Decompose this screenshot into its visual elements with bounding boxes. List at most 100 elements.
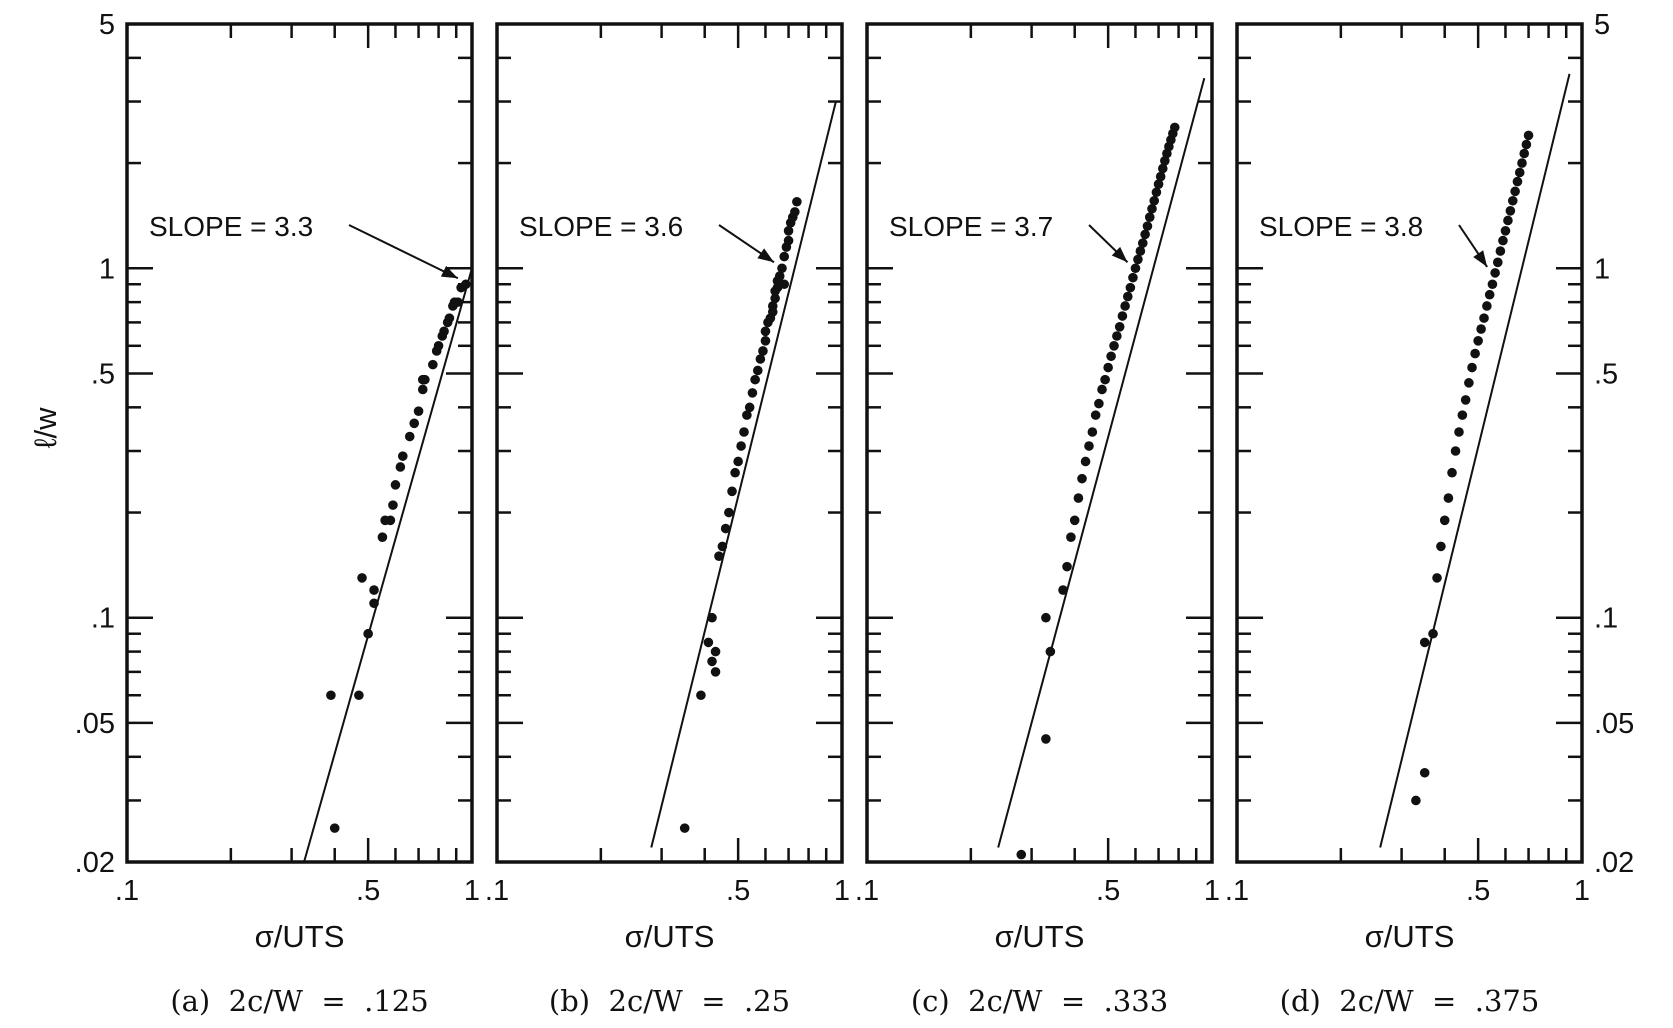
data-point	[739, 427, 749, 437]
data-point	[369, 585, 379, 595]
data-point	[1454, 427, 1464, 437]
data-point	[1492, 257, 1503, 268]
data-point	[1120, 301, 1130, 311]
data-point	[1151, 187, 1162, 198]
data-point	[413, 406, 424, 416]
y-tick-label: .5	[91, 358, 115, 390]
data-point	[1500, 226, 1511, 236]
data-point	[744, 402, 755, 413]
data-point	[420, 374, 430, 385]
data-point	[727, 486, 737, 497]
data-point	[710, 646, 721, 657]
plot-frame	[1235, 22, 1584, 864]
data-point	[1114, 321, 1125, 332]
x-tick-label: .5	[356, 875, 380, 907]
fit-line	[650, 101, 837, 848]
plot-frame	[125, 22, 474, 864]
data-point	[1147, 203, 1157, 214]
panel-caption: (a) 2c/W = .125	[170, 984, 428, 1018]
data-point	[1460, 395, 1471, 405]
data-point	[404, 431, 415, 442]
data-point	[1519, 148, 1530, 159]
x-tick-label: 1	[834, 875, 850, 907]
data-point	[354, 690, 364, 701]
y-tick-label: .02	[1594, 847, 1634, 879]
data-point	[1523, 130, 1534, 141]
data-point	[1447, 467, 1457, 478]
data-point	[1411, 795, 1421, 806]
data-point	[1137, 238, 1148, 248]
x-axis-label: σ/UTS	[625, 919, 715, 954]
arrow-head	[1473, 250, 1488, 267]
data-point	[1479, 313, 1489, 323]
panel-caption: (d) 2c/W = .375	[1280, 984, 1540, 1018]
data-point	[1470, 348, 1480, 359]
data-point	[1135, 246, 1146, 256]
data-point	[696, 690, 706, 701]
data-point	[1432, 573, 1442, 583]
data-point	[703, 637, 714, 648]
data-point	[1464, 378, 1474, 388]
data-point	[717, 541, 728, 552]
data-point	[679, 823, 690, 833]
data-point	[1080, 456, 1091, 467]
data-point	[388, 500, 398, 510]
data-point	[1122, 291, 1133, 302]
data-point	[707, 612, 717, 623]
data-point	[428, 359, 438, 370]
data-point	[1016, 849, 1027, 860]
data-point	[1155, 171, 1166, 182]
data-point	[1045, 646, 1056, 657]
y-tick-label: 1	[99, 253, 115, 285]
arrow-head	[1111, 246, 1128, 263]
x-tick-label: 1	[1574, 875, 1590, 907]
data-point	[1476, 324, 1486, 334]
y-tick-label: .1	[1594, 603, 1618, 635]
data-point	[1144, 212, 1155, 222]
data-point	[1117, 311, 1128, 321]
data-point	[1106, 351, 1116, 362]
data-point	[1041, 734, 1051, 744]
data-point	[1062, 561, 1072, 572]
data-point	[1467, 362, 1477, 373]
panel-c: .1 .5 1 SLOPE = 3.7 σ/UTS (c) 2c/W = .333	[855, 22, 1220, 1018]
data-point	[409, 418, 420, 429]
data-point	[790, 207, 800, 217]
data-point	[1169, 122, 1180, 133]
data-point	[758, 346, 768, 356]
data-point	[1087, 427, 1098, 437]
x-tick-label: .1	[1225, 875, 1249, 907]
data-point	[1130, 263, 1141, 274]
data-point	[779, 279, 790, 290]
data-point	[1153, 179, 1164, 190]
y-tick-label: .1	[91, 603, 115, 635]
slope-annotation: SLOPE = 3.6	[519, 211, 683, 242]
data-point	[720, 523, 731, 534]
data-point	[1100, 374, 1110, 385]
data-point	[1084, 441, 1094, 451]
data-point	[736, 441, 746, 451]
slope-annotation: SLOPE = 3.8	[1259, 211, 1423, 242]
data-point	[363, 628, 373, 639]
data-point	[1103, 362, 1113, 373]
arrow-head	[440, 265, 458, 279]
y-tick-label: .05	[75, 708, 115, 740]
data-point	[385, 515, 396, 526]
data-point	[774, 271, 785, 281]
slope-arrow	[348, 224, 459, 280]
data-point	[710, 667, 721, 677]
panel-a: .1 .5 1 .02 .05 .1 .5 1 5 SLOPE = 3.3 σ/UTS (a) 2c/…	[75, 9, 480, 1018]
data-point	[1487, 279, 1498, 290]
data-point	[1505, 206, 1516, 216]
data-point	[733, 456, 743, 467]
data-point	[357, 573, 367, 583]
data-point	[1419, 637, 1430, 648]
fit-line	[1379, 73, 1571, 848]
data-point	[1507, 195, 1518, 206]
data-point	[444, 313, 455, 323]
data-point	[439, 326, 449, 337]
x-tick-label: .1	[485, 875, 509, 907]
data-point	[752, 365, 763, 376]
data-point	[760, 326, 771, 337]
